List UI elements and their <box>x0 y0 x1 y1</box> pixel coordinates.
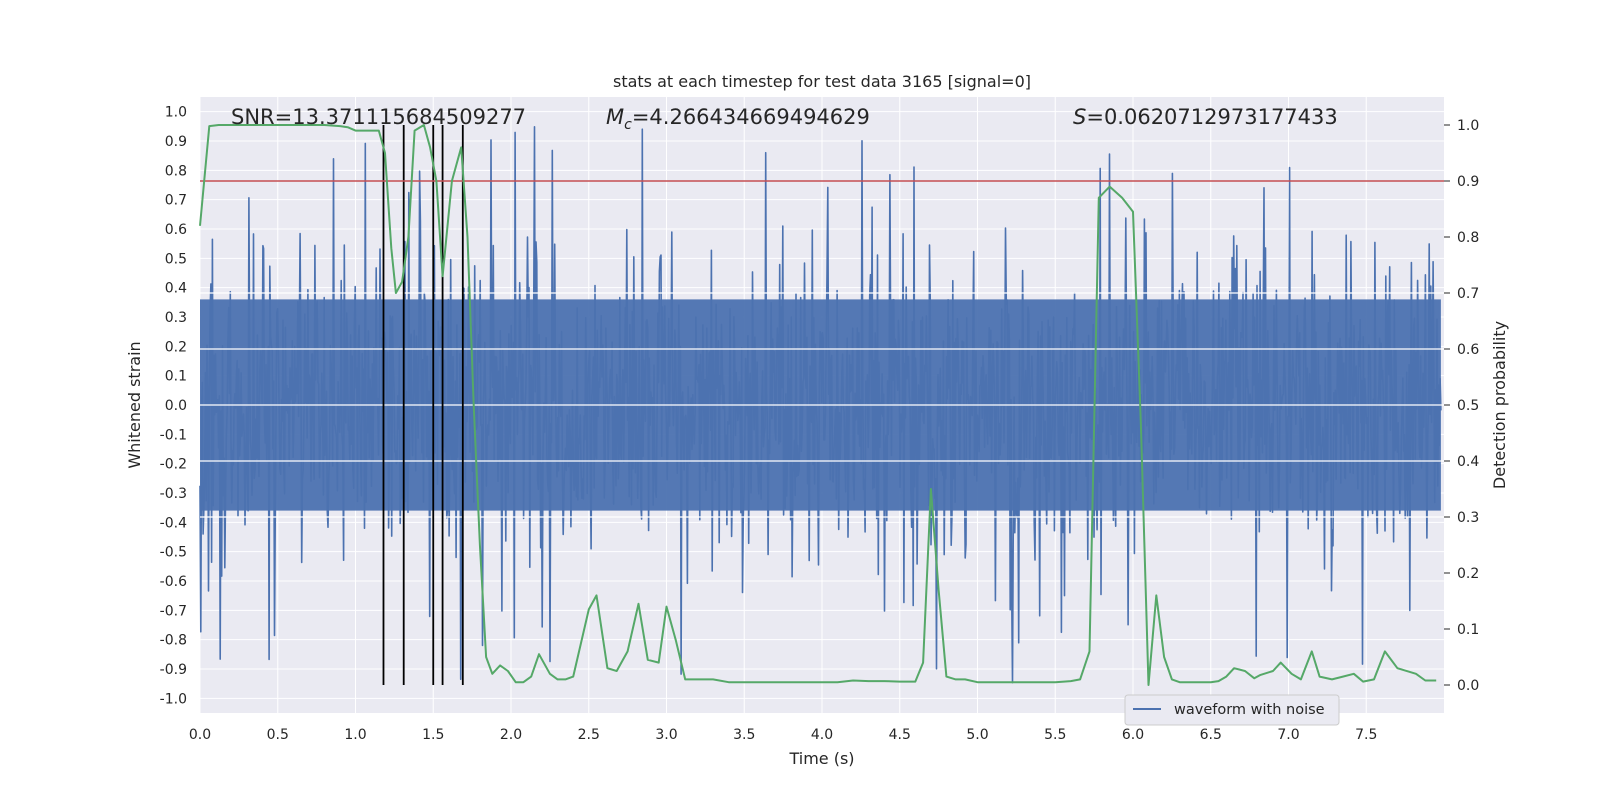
legend-label: waveform with noise <box>1174 702 1325 718</box>
legend: waveform with noise <box>1124 694 1340 726</box>
y-left-tick-label: -0.5 <box>160 545 187 561</box>
y-left-axis-label: Whitened strain <box>125 341 144 468</box>
x-tick-label: 3.0 <box>655 727 677 743</box>
x-tick-label: 1.0 <box>344 727 366 743</box>
y-left-tick-label: -0.9 <box>160 662 187 678</box>
x-tick-label: 4.0 <box>811 727 833 743</box>
y-left-tick-label: 0.0 <box>165 398 187 414</box>
y-left-tick-label: -0.1 <box>160 427 187 443</box>
x-tick-label: 0.5 <box>267 727 289 743</box>
y-left-tick-label: 0.6 <box>165 222 187 238</box>
y-left-tick-label: 0.2 <box>165 339 187 355</box>
legend-box <box>1124 694 1340 726</box>
y-left-tick-label: 0.9 <box>165 134 187 150</box>
x-tick-label: 2.0 <box>500 727 522 743</box>
x-tick-label: 7.0 <box>1277 727 1299 743</box>
y-right-tick-label: 0.6 <box>1457 342 1479 358</box>
y-right-axis-label: Detection probability <box>1490 321 1509 489</box>
y-left-tick-label: 0.4 <box>165 281 187 297</box>
y-left-tick-label: 0.3 <box>165 310 187 326</box>
y-left-tick-label: -0.2 <box>160 457 187 473</box>
y-left-tick-label: 0.7 <box>165 193 187 209</box>
vertical-markers <box>382 125 464 685</box>
waveform-series <box>199 126 1444 684</box>
probability-series <box>199 124 1437 686</box>
y-left-tick-label: 0.5 <box>165 251 187 267</box>
x-tick-label: 7.5 <box>1355 727 1377 743</box>
s-value: =0.0620712973177433 <box>1086 105 1337 129</box>
chart-title: stats at each timestep for test data 316… <box>613 72 1031 91</box>
y-right-tick-label: 0.8 <box>1457 230 1479 246</box>
y-right-tick-label: 0.7 <box>1457 286 1479 302</box>
y-right-tick-label: 0.0 <box>1457 678 1479 694</box>
y-left-tick-label: -0.8 <box>160 633 187 649</box>
y-left-tick-label: -1.0 <box>160 691 187 707</box>
y-left-tick-label: 1.0 <box>165 105 187 121</box>
x-tick-label: 1.5 <box>422 727 444 743</box>
y-right-tick-label: 0.4 <box>1457 454 1479 470</box>
annotation-s: S=0.0620712973177433 <box>1073 105 1338 129</box>
x-tick-label: 2.5 <box>578 727 600 743</box>
y-right-tick-label: 0.1 <box>1457 622 1479 638</box>
y-right-tick-label: 0.5 <box>1457 398 1479 414</box>
y-right-tick-label: 0.9 <box>1457 174 1479 190</box>
x-axis-ticks: 0.0 0.5 1.0 1.5 2.0 2.5 3.0 3.5 4.0 4.5 5.0 5.5 6.0 6… <box>189 727 1378 743</box>
y-left-tick-label: -0.4 <box>160 515 187 531</box>
y-left-tick-label: 0.8 <box>165 163 187 179</box>
y-right-tick-label: 0.3 <box>1457 510 1479 526</box>
y-right-axis-ticks: 1.0 0.9 0.8 0.7 0.6 0.5 0.4 0.3 0.2 0.1 0.0 <box>1444 118 1479 694</box>
s-symbol: S <box>1073 105 1086 129</box>
x-tick-label: 6.0 <box>1122 727 1144 743</box>
x-tick-label: 5.0 <box>966 727 988 743</box>
y-left-tick-label: -0.7 <box>160 603 187 619</box>
chirp-mass-symbol: M <box>606 105 624 129</box>
y-right-tick-label: 0.2 <box>1457 566 1479 582</box>
y-left-tick-label: -0.3 <box>160 486 187 502</box>
chirp-mass-value: =4.266434669494629 <box>632 105 870 129</box>
annotation-chirp-mass: Mc=4.266434669494629 <box>606 105 870 133</box>
x-axis-label: Time (s) <box>788 749 854 768</box>
x-tick-label: 6.5 <box>1200 727 1222 743</box>
x-tick-label: 3.5 <box>733 727 755 743</box>
chirp-mass-subscript: c <box>624 117 632 133</box>
y-right-tick-label: 1.0 <box>1457 118 1479 134</box>
annotation-snr: SNR=13.371115684509277 <box>231 105 526 129</box>
x-tick-label: 0.0 <box>189 727 211 743</box>
y-left-axis-ticks: 1.0 0.9 0.8 0.7 0.6 0.5 0.4 0.3 0.2 0.1 0.0 -0.1 -0.… <box>160 105 187 708</box>
probability-line <box>199 124 1437 686</box>
x-tick-label: 5.5 <box>1044 727 1066 743</box>
y-left-tick-label: -0.6 <box>160 574 187 590</box>
y-left-tick-label: 0.1 <box>165 369 187 385</box>
x-tick-label: 4.5 <box>889 727 911 743</box>
